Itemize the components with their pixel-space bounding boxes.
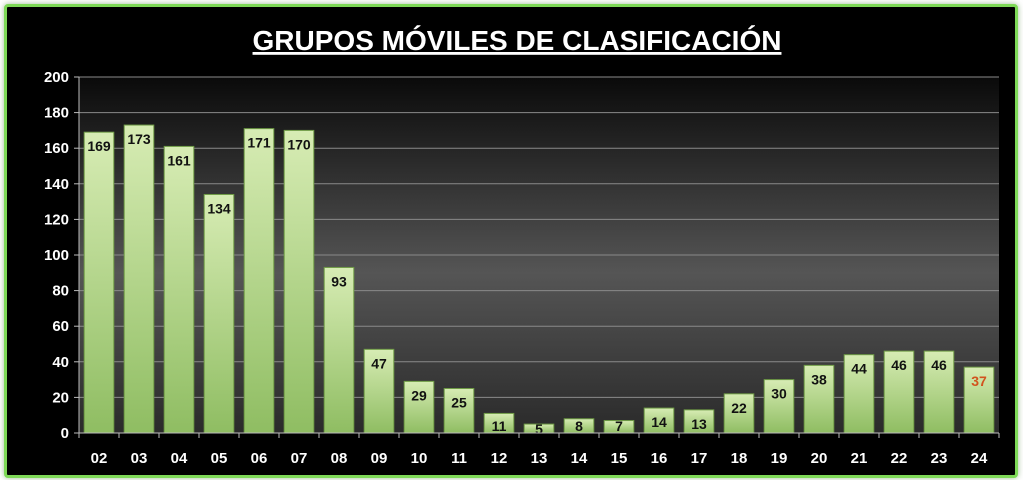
- bar: [923, 350, 955, 434]
- bar: [323, 266, 355, 434]
- data-label: 44: [851, 361, 867, 377]
- data-label: 46: [931, 357, 947, 373]
- data-label: 14: [651, 414, 667, 430]
- x-tick-label: 18: [731, 450, 748, 467]
- x-tick-label: 16: [651, 450, 668, 467]
- x-tick-label: 21: [851, 450, 868, 467]
- y-tick-label: 80: [52, 283, 69, 300]
- data-label: 173: [127, 131, 151, 147]
- bar: [883, 350, 915, 434]
- x-tick-label: 22: [891, 450, 908, 467]
- y-tick-label: 60: [52, 318, 69, 335]
- bar: [83, 131, 115, 434]
- y-tick-label: 140: [44, 176, 69, 193]
- bar: [243, 128, 275, 434]
- x-tick-label: 07: [291, 450, 308, 467]
- y-tick-label: 160: [44, 140, 69, 157]
- chart-title: GRUPOS MÓVILES DE CLASIFICACIÓN: [253, 25, 782, 56]
- data-label: 25: [451, 395, 467, 411]
- x-tick-label: 14: [571, 450, 588, 467]
- x-tick-label: 10: [411, 450, 428, 467]
- bar: [723, 393, 755, 434]
- data-label: 170: [287, 136, 311, 152]
- x-tick-label: 09: [371, 450, 388, 467]
- x-tick-label: 04: [171, 450, 188, 467]
- bar: [203, 193, 235, 434]
- data-label: 161: [167, 152, 191, 168]
- data-label: 13: [691, 416, 707, 432]
- x-tick-label: 24: [971, 450, 988, 467]
- data-label: 46: [891, 357, 907, 373]
- x-tick-label: 08: [331, 450, 348, 467]
- y-tick-label: 180: [44, 105, 69, 122]
- x-tick-label: 19: [771, 450, 788, 467]
- data-label: 11: [492, 418, 507, 434]
- bar: [403, 380, 435, 434]
- y-tick-label: 200: [44, 69, 69, 86]
- x-tick-label: 13: [531, 450, 548, 467]
- data-label: 134: [207, 200, 231, 216]
- data-label: 8: [575, 418, 583, 434]
- data-label: 47: [371, 355, 387, 371]
- x-tick-label: 23: [931, 450, 948, 467]
- x-tick-label: 05: [211, 450, 228, 467]
- bar: [163, 145, 195, 434]
- y-tick-label: 0: [61, 425, 69, 442]
- y-tick-label: 100: [44, 247, 69, 264]
- data-label: 30: [771, 386, 787, 402]
- bar: [283, 129, 315, 434]
- bar: [443, 388, 475, 434]
- chart-frame: GRUPOS MÓVILES DE CLASIFICACIÓN 169 173 16…: [4, 4, 1018, 478]
- x-tick-label: 15: [611, 450, 628, 467]
- data-label: 38: [811, 371, 827, 387]
- bar-chart: GRUPOS MÓVILES DE CLASIFICACIÓN 169 173 16…: [44, 25, 1000, 467]
- y-tick-label: 20: [52, 389, 69, 406]
- data-label: 7: [615, 418, 623, 434]
- data-label: 171: [247, 135, 271, 151]
- x-tick-label: 12: [491, 450, 508, 467]
- data-label: 93: [331, 273, 347, 289]
- x-tick-label: 17: [691, 450, 708, 467]
- bar: [963, 366, 995, 434]
- data-label: 169: [87, 138, 111, 154]
- bar: [803, 364, 835, 434]
- bar: [643, 407, 675, 434]
- x-tick-label: 06: [251, 450, 268, 467]
- data-label: 29: [411, 387, 427, 403]
- x-tick-label: 20: [811, 450, 828, 467]
- bar: [123, 124, 155, 434]
- data-label: 37: [971, 373, 987, 389]
- y-tick-label: 120: [44, 211, 69, 228]
- x-tick-label: 02: [91, 450, 108, 467]
- y-tick-label: 40: [52, 354, 69, 371]
- x-tick-label: 03: [131, 450, 148, 467]
- data-label: 5: [535, 421, 543, 437]
- bar: [843, 354, 875, 434]
- data-label: 22: [731, 400, 747, 416]
- x-tick-label: 11: [451, 450, 467, 467]
